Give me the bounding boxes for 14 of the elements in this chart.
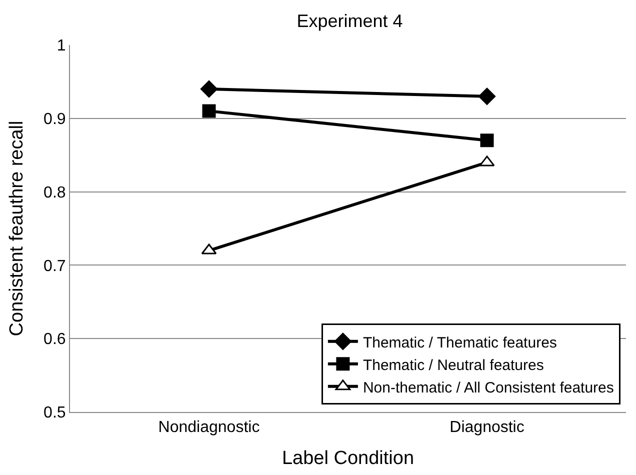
y-tick-label: 1 — [56, 38, 66, 55]
x-tick-label: Diagnostic — [450, 419, 524, 436]
x-tick-label: Nondiagnostic — [158, 419, 260, 436]
legend-label: Thematic / Thematic features — [362, 334, 557, 352]
y-tick-label: 0.8 — [44, 184, 66, 202]
y-axis-title: Consistent feauthre recall — [6, 120, 28, 336]
y-tick-label: 0.6 — [44, 331, 66, 348]
chart-title: Experiment 4 — [296, 10, 403, 31]
x-axis-title: Label Condition — [282, 448, 414, 469]
legend-label: Non-thematic / All Consistent features — [362, 379, 614, 396]
y-tick-label: 0.7 — [44, 258, 66, 275]
legend-label: Thematic / Neutral features — [362, 356, 544, 374]
y-tick-label: 0.9 — [44, 111, 66, 128]
y-tick-label: 0.5 — [44, 404, 66, 422]
